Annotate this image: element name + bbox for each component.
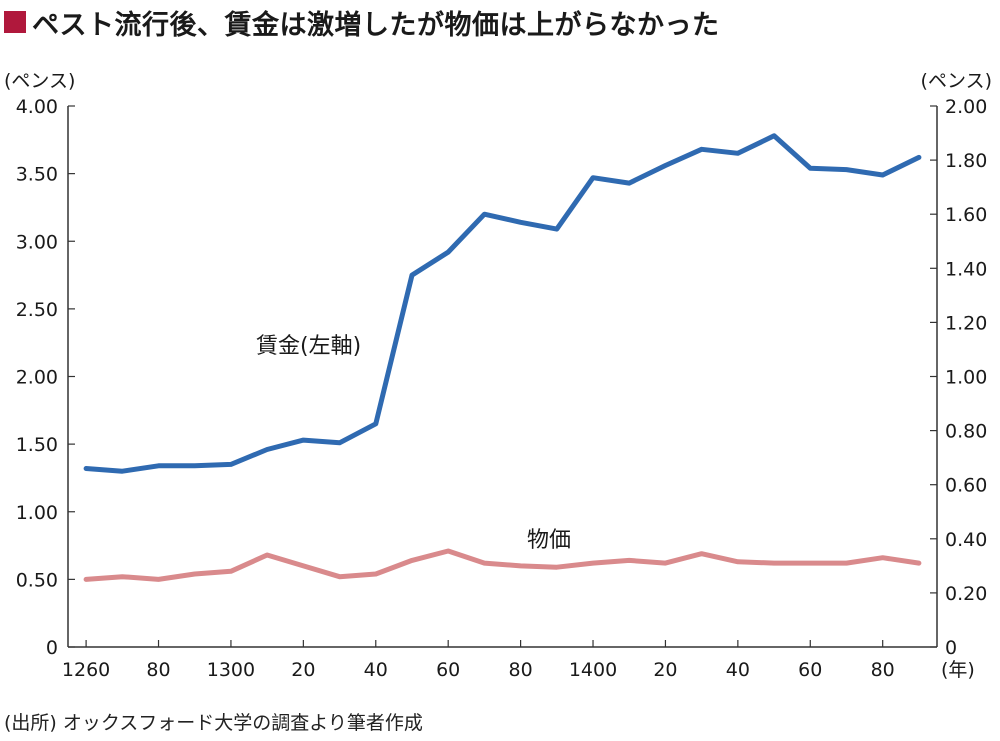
x-tick-label: 20 [291, 659, 315, 681]
x-tick-label: 80 [146, 659, 170, 681]
right-tick-label: 1.00 [945, 367, 987, 389]
x-tick-label: 80 [871, 659, 895, 681]
x-tick-label: 1300 [207, 659, 255, 681]
left-tick-label: 3.00 [16, 231, 58, 253]
wage-series-line [83, 133, 922, 474]
right-tick-label: 1.20 [945, 312, 987, 334]
right-tick-label: 1.80 [945, 150, 987, 172]
left-tick-label: 0 [46, 637, 58, 659]
right-axis-unit: (ペンス) [920, 70, 992, 92]
price-series-line [83, 548, 922, 582]
title-square-icon [4, 11, 26, 33]
right-tick-label: 0 [945, 637, 957, 659]
left-tick-label: 2.00 [16, 367, 58, 389]
x-tick-label: 1400 [569, 659, 617, 681]
x-tick-label: 1260 [62, 659, 110, 681]
left-tick-label: 3.50 [16, 164, 58, 186]
price-series-label: 物価 [527, 528, 571, 553]
right-tick-label: 1.60 [945, 204, 987, 226]
right-tick-label: 0.40 [945, 529, 987, 551]
right-tick-label: 1.40 [945, 258, 987, 280]
right-tick-label: 0.80 [945, 421, 987, 443]
x-tick-label: 40 [726, 659, 750, 681]
x-tick-label: 40 [364, 659, 388, 681]
left-tick-label: 2.50 [16, 299, 58, 321]
left-tick-label: 1.50 [16, 434, 58, 456]
left-tick-label: 1.00 [16, 502, 58, 524]
chart-title: ペスト流行後、賃金は激増したが物価は上がらなかった [32, 9, 720, 41]
left-axis-unit: (ペンス) [4, 70, 76, 92]
right-tick-label: 0.60 [945, 475, 987, 497]
x-tick-label: 20 [653, 659, 677, 681]
x-tick-label: 60 [436, 659, 460, 681]
x-tick-label: 80 [509, 659, 533, 681]
source-note: (出所) オックスフォード大学の調査より筆者作成 [4, 712, 423, 734]
chart-title-row: ペスト流行後、賃金は激増したが物価は上がらなかった [4, 0, 720, 44]
x-axis-unit: (年) [941, 659, 975, 681]
wage-series-label: 賃金(左軸) [256, 334, 361, 359]
left-tick-label: 0.50 [16, 569, 58, 591]
right-tick-label: 0.20 [945, 583, 987, 605]
left-tick-label: 4.00 [16, 96, 58, 118]
x-tick-label: 60 [798, 659, 822, 681]
right-tick-label: 2.00 [945, 96, 987, 118]
